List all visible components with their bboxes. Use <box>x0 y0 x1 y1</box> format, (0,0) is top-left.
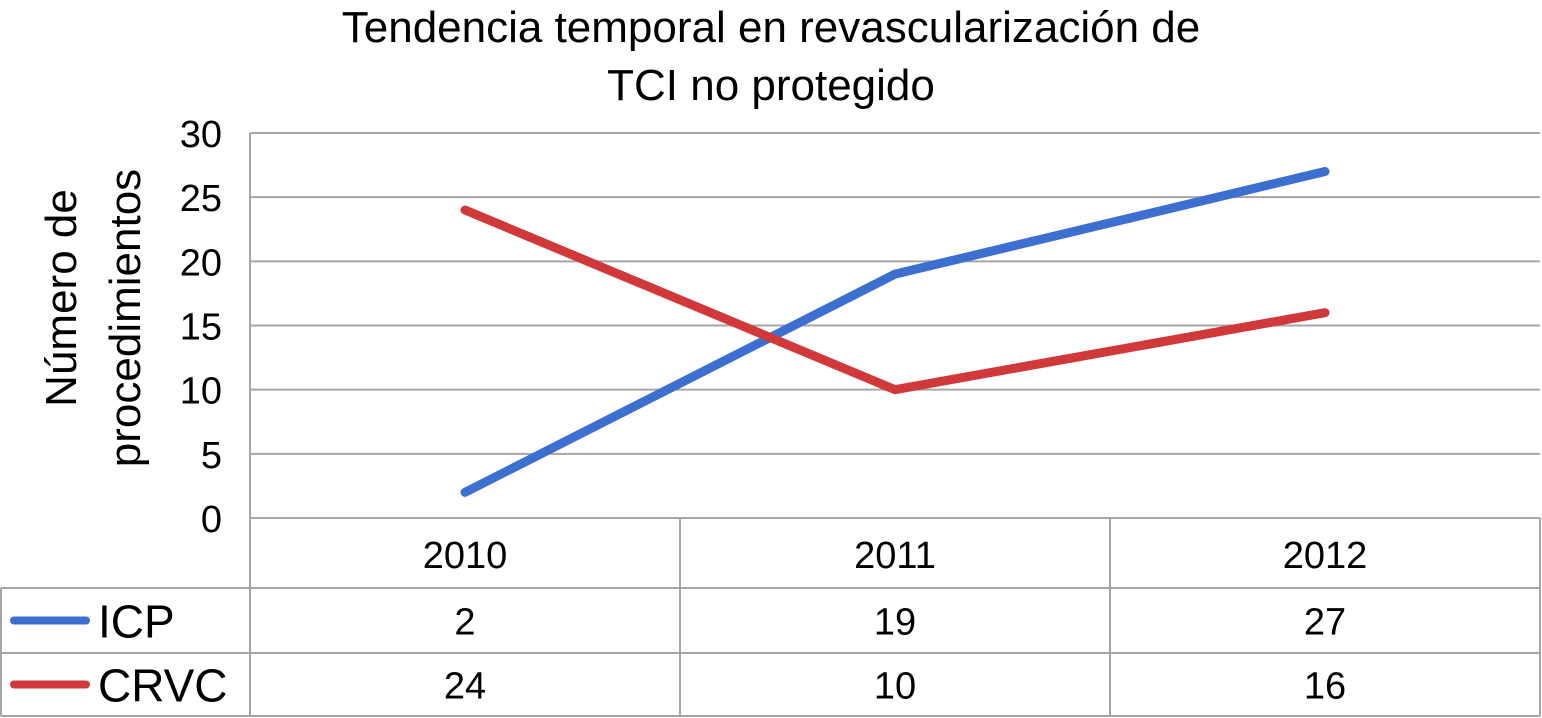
gridlines <box>249 132 1540 519</box>
y-axis-title-line-2: procedimientos <box>101 169 150 467</box>
table-cell: 16 <box>1304 666 1346 708</box>
y-tick-label: 10 <box>180 371 222 413</box>
y-tick-label: 5 <box>201 435 222 477</box>
y-axis-title: Número de procedimientos <box>37 169 150 467</box>
data-table: 2010 2011 2012 ICP 2 19 27 CRVC 24 10 16 <box>0 517 1541 717</box>
y-tick-label: 0 <box>201 499 222 541</box>
x-tick-label: 2010 <box>423 535 508 577</box>
y-tick-label: 20 <box>180 242 222 284</box>
legend-label-icp: ICP <box>98 596 175 648</box>
table-cell: 10 <box>874 666 916 708</box>
y-tick-label: 30 <box>180 114 222 156</box>
table-cell: 19 <box>874 602 916 644</box>
table-cell: 27 <box>1304 602 1346 644</box>
series-lines <box>460 167 1330 497</box>
table-cell: 2 <box>454 602 475 644</box>
y-axis-ticks: 0 5 10 15 20 25 30 <box>180 114 222 541</box>
chart-title-line-1: Tendencia temporal en revascularización … <box>342 3 1201 52</box>
table-cell: 24 <box>444 666 486 708</box>
x-tick-label: 2011 <box>854 535 936 577</box>
chart-title: Tendencia temporal en revascularización … <box>342 3 1201 110</box>
y-axis-title-line-1: Número de <box>37 189 86 407</box>
series-line-crvc <box>460 205 1330 395</box>
y-tick-label: 25 <box>180 178 222 220</box>
chart-title-line-2: TCI no protegido <box>607 61 935 110</box>
legend-label-crvc: CRVC <box>98 660 228 712</box>
x-tick-label: 2012 <box>1283 535 1368 577</box>
y-tick-label: 15 <box>180 307 222 349</box>
